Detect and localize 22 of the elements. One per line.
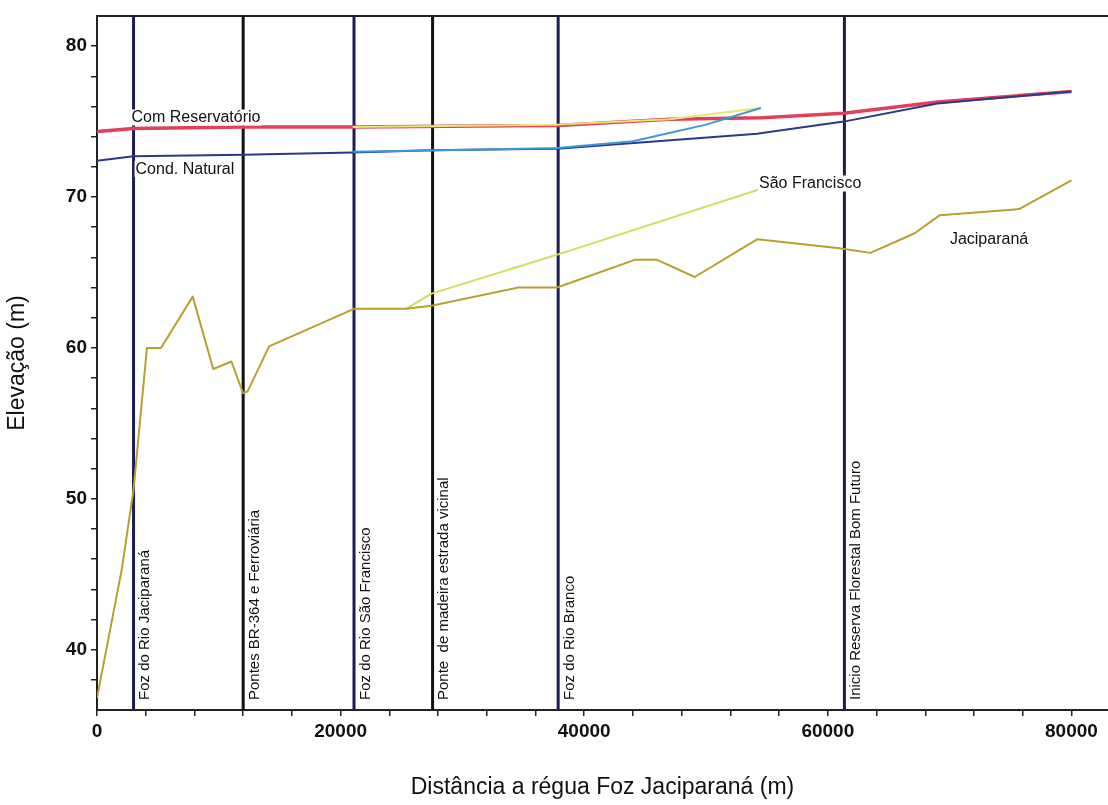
series-label: São Francisco <box>759 173 862 191</box>
series-label: Jaciparaná <box>949 229 1029 247</box>
y-tick-label: 60 <box>65 336 87 358</box>
y-tick-label: 50 <box>65 487 87 509</box>
x-tick-label: 40000 <box>557 719 611 741</box>
ref-line-label: Pontes BR-364 e Ferroviária <box>244 509 262 700</box>
x-tick-label: 60000 <box>801 719 855 741</box>
y-axis-title: Elevação (m) <box>3 295 30 431</box>
x-tick-label: 20000 <box>314 719 368 741</box>
ref-line-label: Foz do Rio Branco <box>559 575 577 700</box>
series-label: Com Reservatório <box>131 107 261 125</box>
y-tick-label: 80 <box>65 34 87 56</box>
y-tick-label: 40 <box>65 637 87 659</box>
ref-line-label: Inicio Reserva Florestal Bom Futuro <box>846 460 864 700</box>
series-label: Cond. Natural <box>135 159 235 177</box>
x-axis-title: Distância a régua Foz Jaciparaná (m) <box>410 772 795 799</box>
ref-line-label: Foz do Rio São Francisco <box>355 527 373 700</box>
ref-line-label: Ponte de madeira estrada vicinal <box>434 477 452 700</box>
y-tick-label: 70 <box>65 185 87 207</box>
x-tick-label: 80000 <box>1045 719 1098 741</box>
x-tick-label: 0 <box>91 719 103 741</box>
ref-line-label: Foz do Rio Jaciparaná <box>135 549 153 700</box>
